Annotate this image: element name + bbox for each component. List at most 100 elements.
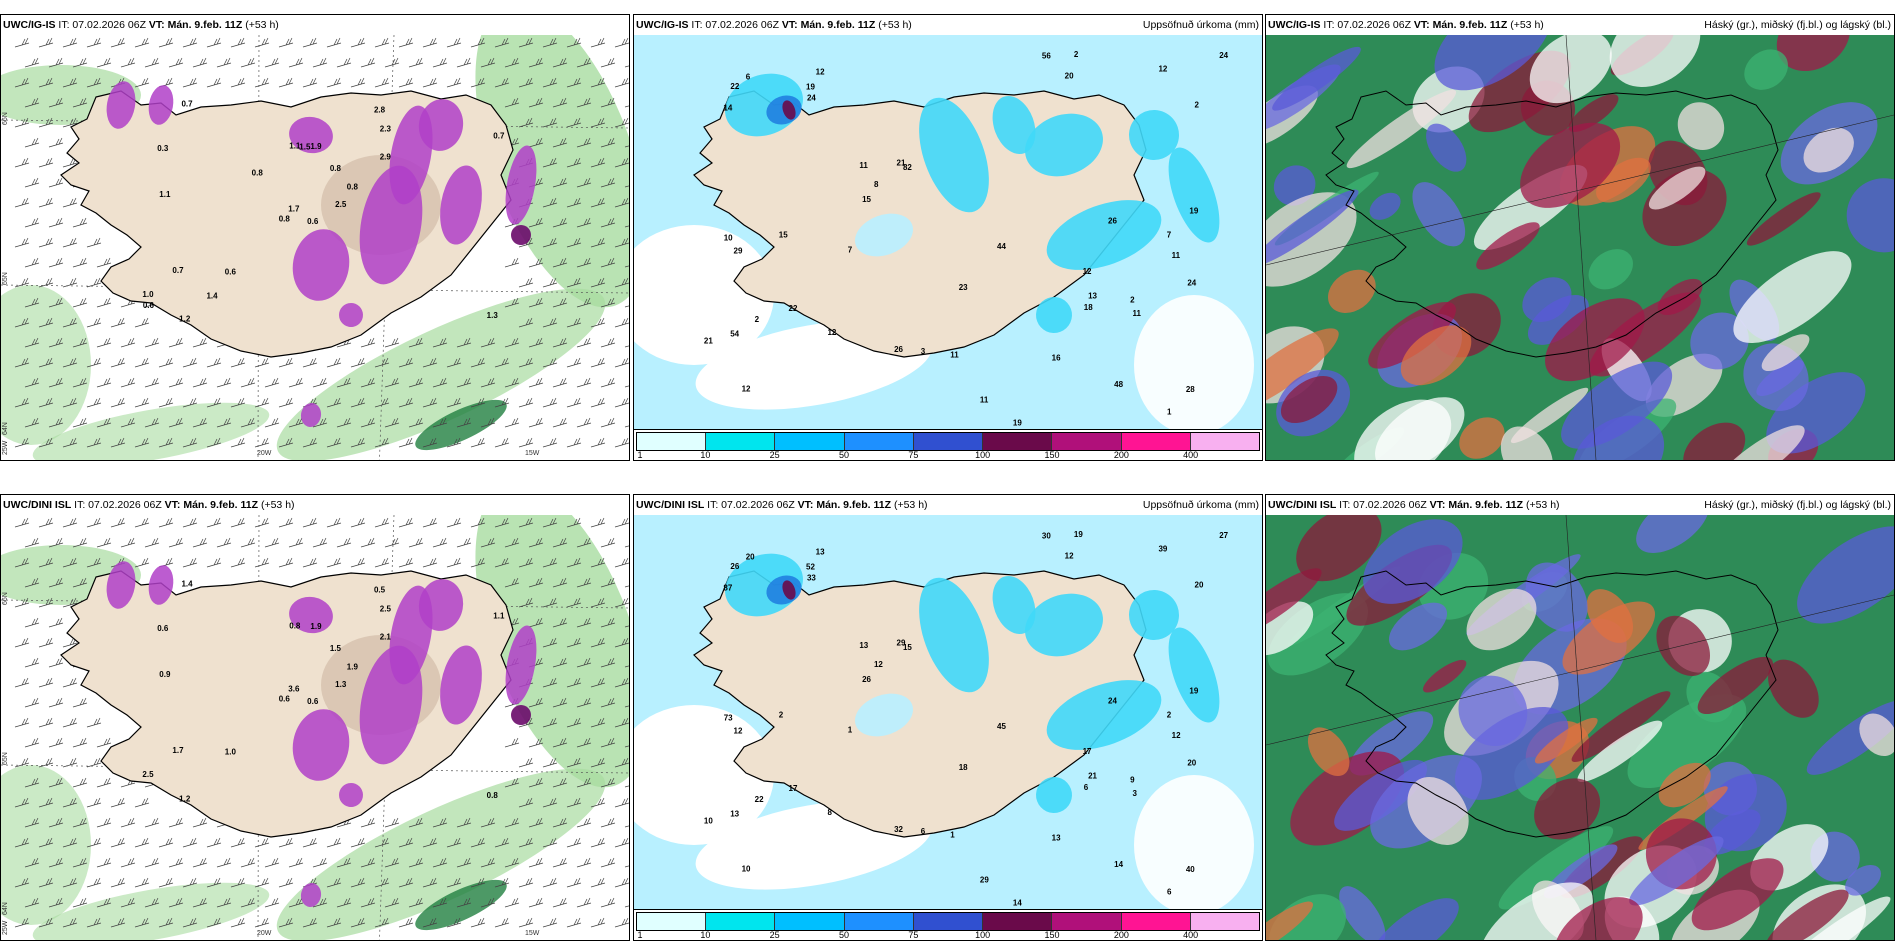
cloud-area — [1423, 659, 1467, 693]
wind-barb — [206, 517, 222, 528]
wind-barb — [552, 777, 568, 788]
value-label: 15 — [903, 643, 912, 652]
wind-barb — [384, 377, 400, 388]
wind-barb — [134, 357, 150, 368]
wind-barb — [86, 717, 102, 728]
wind-barb — [38, 597, 54, 608]
value-label: 0.6 — [225, 268, 237, 277]
wind-barb — [86, 77, 102, 88]
wind-barb — [614, 557, 629, 568]
wind-barb — [614, 597, 629, 608]
wind-barb — [302, 837, 318, 848]
wind-barb — [158, 437, 174, 448]
wind-barb — [86, 837, 102, 848]
snow-area — [300, 883, 322, 907]
colorbar-swatch — [706, 433, 776, 450]
wind-barb — [192, 537, 208, 548]
wind-barb — [144, 817, 160, 828]
wind-barb — [624, 225, 629, 228]
wind-barb — [470, 917, 486, 928]
wind-barb — [542, 277, 558, 288]
wind-barb — [38, 877, 54, 888]
wind-barb — [38, 197, 54, 208]
wind-barb — [446, 437, 462, 448]
wind-barb — [38, 277, 54, 288]
snow-area — [292, 709, 350, 781]
wind-barb — [614, 637, 629, 648]
cloud-area — [1388, 602, 1448, 651]
value-label: 19 — [1189, 206, 1198, 215]
value-label: 19 — [1189, 686, 1198, 695]
value-label: 16 — [1052, 354, 1061, 363]
wind-barb — [432, 897, 448, 908]
wind-barb — [230, 37, 246, 48]
wind-barb — [230, 557, 246, 568]
wind-barb — [456, 337, 472, 348]
wind-barb — [38, 757, 54, 768]
wind-barb — [24, 57, 40, 68]
panel-bl: UWC/DINI ISL IT: 07.02.2026 06Z VT: Mán.… — [0, 494, 630, 941]
value-label: 3 — [921, 347, 926, 356]
cloud-area — [1510, 387, 1589, 444]
wind-barb — [600, 417, 616, 428]
wind-barb — [552, 257, 568, 268]
wind-barb — [398, 437, 414, 448]
wind-barb — [566, 117, 582, 128]
wind-barb — [624, 185, 629, 188]
value-label: 2 — [779, 711, 784, 720]
wind-barb — [288, 537, 304, 548]
wind-barb — [14, 77, 30, 88]
wind-barb — [614, 277, 629, 288]
wind-barb — [456, 897, 472, 908]
wind-barb — [38, 357, 54, 368]
wind-barb — [312, 857, 328, 868]
wind-barb — [518, 37, 534, 48]
wind-barb — [590, 717, 606, 728]
value-label: 21 — [704, 336, 713, 345]
wind-barb — [14, 237, 30, 248]
value-label: 0.6 — [307, 697, 319, 706]
value-label: 2 — [755, 315, 760, 324]
wind-barb — [528, 737, 544, 748]
wind-barb — [38, 157, 54, 168]
wind-barb — [206, 397, 222, 408]
wind-barb — [566, 877, 582, 888]
wind-barb — [24, 177, 40, 188]
snow-area — [148, 565, 174, 605]
value-label: 0.8 — [289, 621, 301, 630]
cloud-area — [1629, 836, 1724, 906]
precip-area — [919, 97, 989, 213]
wind-barb — [14, 677, 30, 688]
cloud-area — [1280, 375, 1338, 424]
wind-barb — [576, 857, 592, 868]
wind-barb — [216, 57, 232, 68]
wind-barb — [134, 437, 150, 448]
wind-barb — [528, 57, 544, 68]
snow-area — [505, 625, 537, 705]
value-label: 0.6 — [279, 695, 291, 704]
wind-barb — [206, 437, 222, 448]
wind-barb — [374, 557, 390, 568]
value-label: 1.0 — [142, 290, 154, 299]
value-label: 22 — [755, 795, 764, 804]
cloud-area — [1733, 251, 1852, 344]
wind-barb — [62, 837, 78, 848]
cloud-area — [1296, 515, 1382, 582]
wind-barb — [528, 297, 544, 308]
wind-barb — [158, 517, 174, 528]
wind-barb — [432, 337, 448, 348]
wind-barb — [62, 677, 78, 688]
cloud-area — [1466, 588, 1537, 651]
cloud-area — [1714, 425, 1805, 460]
value-label: 12 — [874, 660, 883, 669]
value-label: 21 — [1088, 771, 1097, 780]
cloud-area — [1596, 157, 1651, 203]
wind-barb — [600, 537, 616, 548]
value-label: 52 — [806, 563, 815, 572]
wind-barb — [230, 917, 246, 928]
value-label: 0.9 — [159, 670, 171, 679]
wind-barb — [110, 37, 126, 48]
wind-barb — [158, 917, 174, 928]
wind-barb — [528, 137, 544, 148]
colorbar-swatch — [913, 913, 984, 930]
